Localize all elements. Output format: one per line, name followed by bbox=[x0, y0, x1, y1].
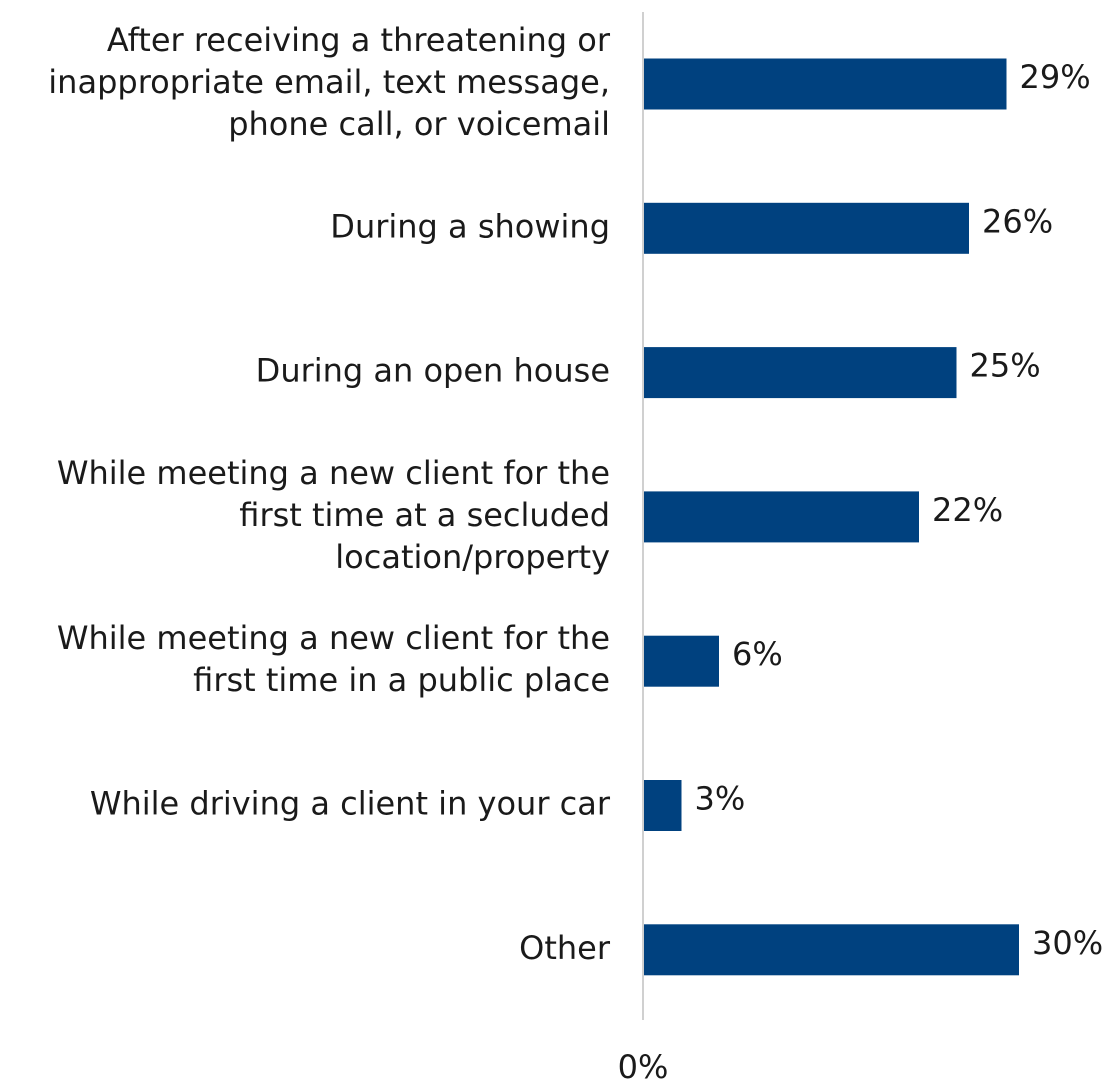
category-label-line: During a showing bbox=[330, 207, 610, 245]
bars-group bbox=[644, 58, 1019, 976]
category-label-line: While meeting a new client for the bbox=[57, 619, 610, 657]
category-label: Other bbox=[519, 929, 611, 967]
x-tick-label: 0% bbox=[618, 1048, 669, 1081]
category-label-line: first time in a public place bbox=[193, 661, 610, 699]
bar bbox=[644, 635, 719, 687]
value-label: 6% bbox=[732, 635, 783, 673]
category-label: While meeting a new client for the first … bbox=[57, 454, 610, 576]
value-label: 30% bbox=[1032, 924, 1103, 962]
category-label-line: location/property bbox=[335, 538, 610, 576]
category-label: During an open house bbox=[256, 352, 610, 390]
value-label: 25% bbox=[970, 347, 1041, 385]
bar bbox=[644, 347, 957, 399]
bar bbox=[644, 780, 682, 831]
value-label: 22% bbox=[932, 491, 1003, 529]
category-label-line: While meeting a new client for the bbox=[57, 454, 610, 492]
category-label: During a showing bbox=[330, 207, 610, 245]
category-label: While driving a client in your car bbox=[90, 785, 611, 823]
value-label: 26% bbox=[982, 202, 1053, 240]
category-label-line: While driving a client in your car bbox=[90, 785, 611, 823]
category-label-line: During an open house bbox=[256, 352, 610, 390]
category-label-line: first time at a secluded bbox=[239, 496, 610, 534]
category-label-line: inappropriate email, text message, bbox=[48, 63, 610, 101]
bar bbox=[644, 202, 969, 254]
category-label: After receiving a threatening or inapprop… bbox=[48, 21, 611, 143]
category-label-line: phone call, or voicemail bbox=[228, 105, 610, 143]
category-label-line: After receiving a threatening or bbox=[107, 21, 611, 59]
bar bbox=[644, 924, 1019, 976]
bar bbox=[644, 491, 919, 543]
value-label: 29% bbox=[1020, 58, 1091, 96]
value-label: 3% bbox=[695, 780, 746, 818]
category-label-line: Other bbox=[519, 929, 611, 967]
category-labels-group: After receiving a threatening or inapprop… bbox=[48, 21, 611, 967]
bar bbox=[644, 58, 1007, 110]
value-labels-group: 29% 26% 25% 22% 6% 3% 30% bbox=[695, 58, 1104, 962]
category-label: While meeting a new client for the first … bbox=[57, 619, 610, 699]
